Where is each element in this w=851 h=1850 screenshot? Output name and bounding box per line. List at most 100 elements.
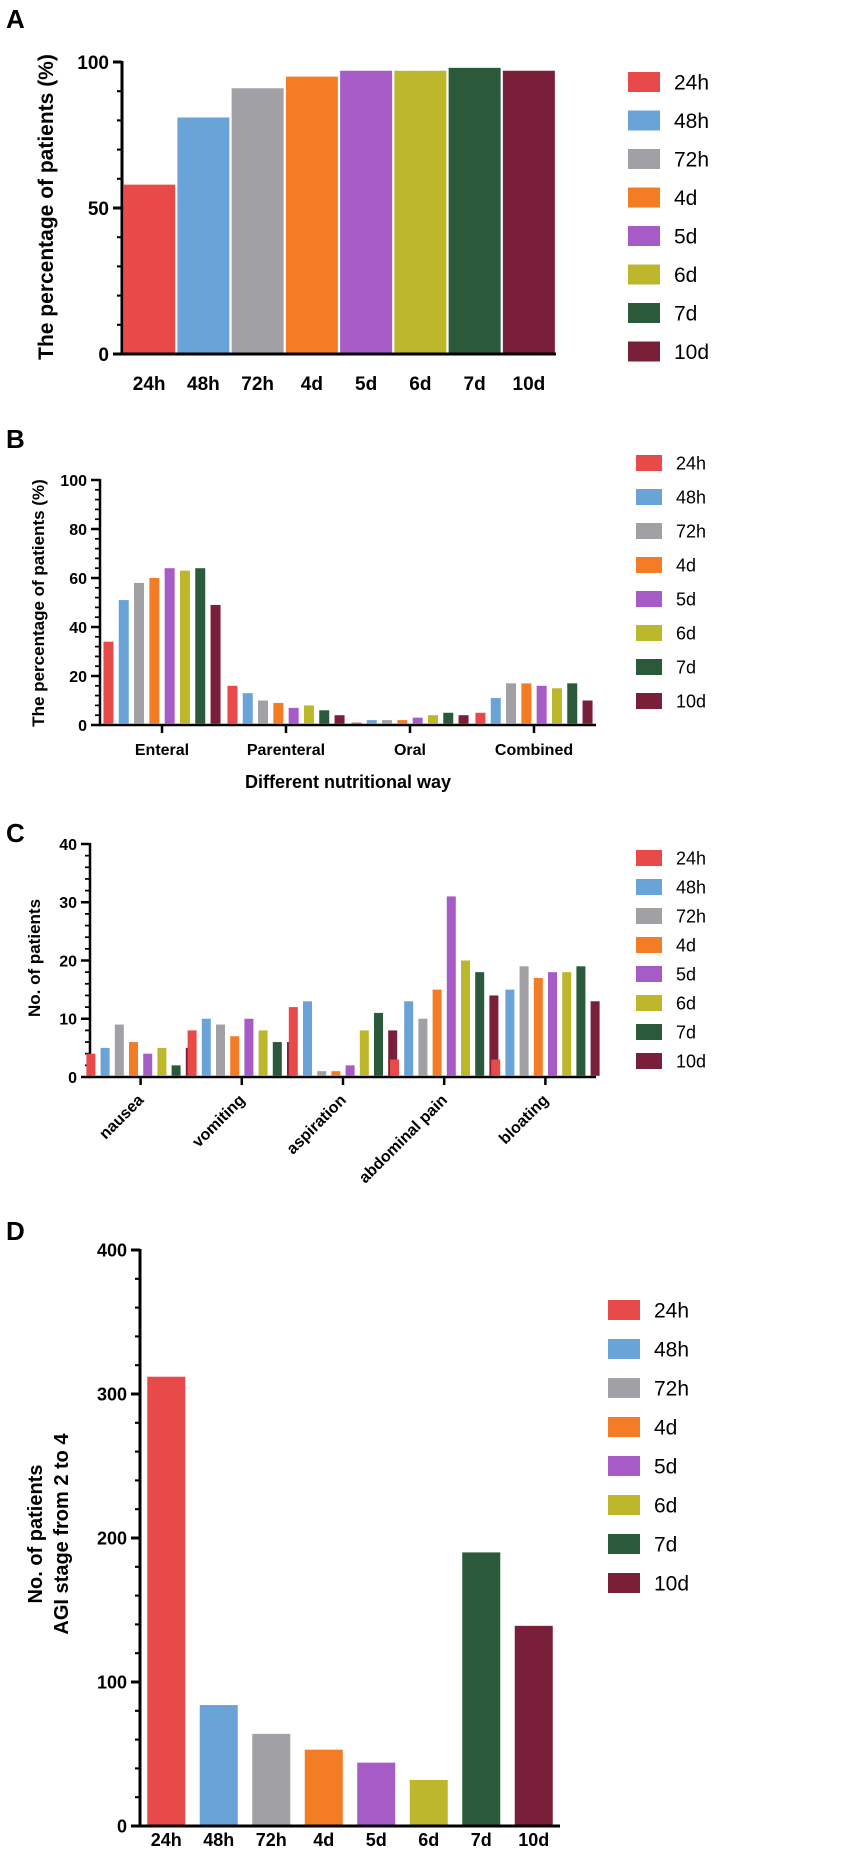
x-tick-label: 10d: [518, 1830, 549, 1850]
legend-swatch-24h: [636, 850, 662, 866]
legend-label-10d: 10d: [674, 341, 709, 364]
bar-6d: [394, 70, 447, 353]
y-tick-label: 300: [97, 1384, 127, 1404]
legend-label-7d: 7d: [654, 1534, 677, 1557]
bar-24h: [147, 1376, 186, 1825]
x-tick-label: Combined: [495, 742, 573, 759]
bar-6d-enteral: [179, 570, 190, 724]
y-tick-label: 0: [98, 345, 109, 366]
legend-swatch-4d: [636, 937, 662, 953]
legend-label-48h: 48h: [654, 1339, 689, 1362]
bar-7d-oral: [443, 712, 454, 724]
legend-swatch-10d: [636, 693, 662, 709]
x-tick-label: 24h: [151, 1830, 182, 1850]
y-axis-label: No. of patients: [25, 899, 44, 1017]
bar-6d: [409, 1779, 448, 1825]
bar-48h-combined: [490, 698, 501, 724]
bar-6d-bloating: [562, 972, 572, 1076]
bar-5d-vomiting: [244, 1018, 254, 1076]
bar-10d-aspiration: [388, 1030, 398, 1076]
legend-label-7d: 7d: [676, 657, 696, 677]
legend-label-48h: 48h: [676, 487, 706, 507]
x-tick-label: 4d: [313, 1830, 334, 1850]
bar-4d-parenteral: [273, 702, 284, 724]
chart-a: A 0 50 100 24h 48h 72h 4d 5d 6d 7d 10d The percentag…: [6, 4, 709, 395]
bar-4d-enteral: [149, 578, 160, 724]
bar-24h-abdominal-pain: [390, 1059, 399, 1076]
bar-72h-aspiration: [317, 1071, 327, 1076]
legend-swatch-5d: [608, 1456, 640, 1476]
legend-swatch-7d: [608, 1534, 640, 1554]
bar-7d-aspiration: [374, 1012, 383, 1076]
y-axis-label-line2: AGI stage from 2 to 4: [51, 1433, 73, 1635]
bar-48h: [177, 117, 230, 353]
legend-swatch-48h: [636, 489, 662, 505]
legend-label-72h: 72h: [654, 1378, 689, 1401]
bar-5d-aspiration: [345, 1065, 355, 1076]
bar-6d-vomiting: [258, 1030, 268, 1076]
bar-10d-enteral: [210, 604, 221, 724]
bar-48h-abdominal-pain: [404, 1001, 414, 1076]
bar-6d-abdominal-pain: [461, 960, 470, 1076]
panel-b: B 0 20 40 60 80 100 Enteral Parenteral Oral Combin…: [0, 418, 851, 818]
x-tick-label: Parenteral: [247, 742, 325, 759]
y-tick-label: 10: [59, 1012, 77, 1029]
y-tick-label: 40: [69, 620, 87, 637]
bar-5d-oral: [412, 717, 423, 724]
legend-swatch-4d: [628, 187, 660, 208]
bar-72h-vomiting: [216, 1024, 225, 1076]
bar-5d: [357, 1762, 396, 1825]
legend-swatch-7d: [636, 1024, 662, 1040]
bar-7d: [462, 1552, 501, 1825]
x-axis-label: Different nutritional way: [245, 772, 451, 792]
legend-swatch-7d: [628, 303, 660, 323]
legend-swatch-10d: [636, 1053, 662, 1069]
panel-d: D 0 100 200 300 400 24h 48h 72h 4d 5d 6d 7d 10d No. of…: [0, 1222, 851, 1850]
bar-4d: [285, 76, 338, 353]
x-tick-label: 5d: [355, 374, 377, 395]
legend-swatch-6d: [628, 264, 660, 285]
bar-6d-nausea: [157, 1047, 167, 1076]
bar-48h-enteral: [118, 600, 129, 724]
bar-24h: [123, 184, 176, 353]
bar-5d-parenteral: [288, 707, 299, 724]
x-tick-label: 72h: [256, 1830, 287, 1850]
x-tick-label: 6d: [418, 1830, 439, 1850]
legend-swatch-48h: [636, 879, 662, 895]
legend-label-4d: 4d: [654, 1417, 677, 1440]
legend-label-5d: 5d: [674, 226, 697, 249]
y-tick-label: 100: [60, 473, 87, 490]
x-tick-label: 48h: [187, 374, 220, 395]
bar-7d-abdominal-pain: [475, 972, 485, 1076]
legend-swatch-6d: [636, 625, 662, 641]
y-axis-label: No. of patients: [25, 1465, 47, 1604]
legend-label-4d: 4d: [676, 555, 696, 575]
legend-swatch-6d: [608, 1495, 640, 1515]
legend-label-48h: 48h: [674, 110, 709, 133]
bar-24h-bloating: [491, 1059, 501, 1076]
bar-10d: [502, 70, 555, 353]
y-tick-label: 400: [97, 1240, 127, 1260]
bar-72h-nausea: [114, 1024, 124, 1076]
x-tick-label: vomiting: [189, 1092, 248, 1151]
bar-7d-enteral: [195, 568, 206, 724]
panel-letter: A: [6, 4, 25, 34]
bar-6d-aspiration: [359, 1030, 369, 1076]
bar-10d-bloating: [590, 1001, 600, 1076]
y-tick-label: 30: [59, 895, 77, 912]
x-tick-label: Oral: [394, 742, 426, 759]
bar-24h-aspiration: [288, 1007, 298, 1076]
legend-label-24h: 24h: [676, 453, 706, 473]
bar-4d: [304, 1749, 343, 1825]
bar-7d-combined: [567, 683, 578, 724]
legend-label-72h: 72h: [676, 521, 706, 541]
bar-4d-bloating: [533, 977, 543, 1076]
bar-72h-combined: [506, 683, 517, 724]
legend-swatch-4d: [636, 557, 662, 573]
y-tick-label: 0: [117, 1816, 127, 1836]
legend-label-24h: 24h: [654, 1300, 689, 1323]
bar-5d-enteral: [164, 568, 175, 724]
x-tick-label: 6d: [409, 374, 431, 395]
x-tick-label: abdominal pain: [356, 1092, 451, 1187]
legend-label-10d: 10d: [676, 691, 706, 711]
